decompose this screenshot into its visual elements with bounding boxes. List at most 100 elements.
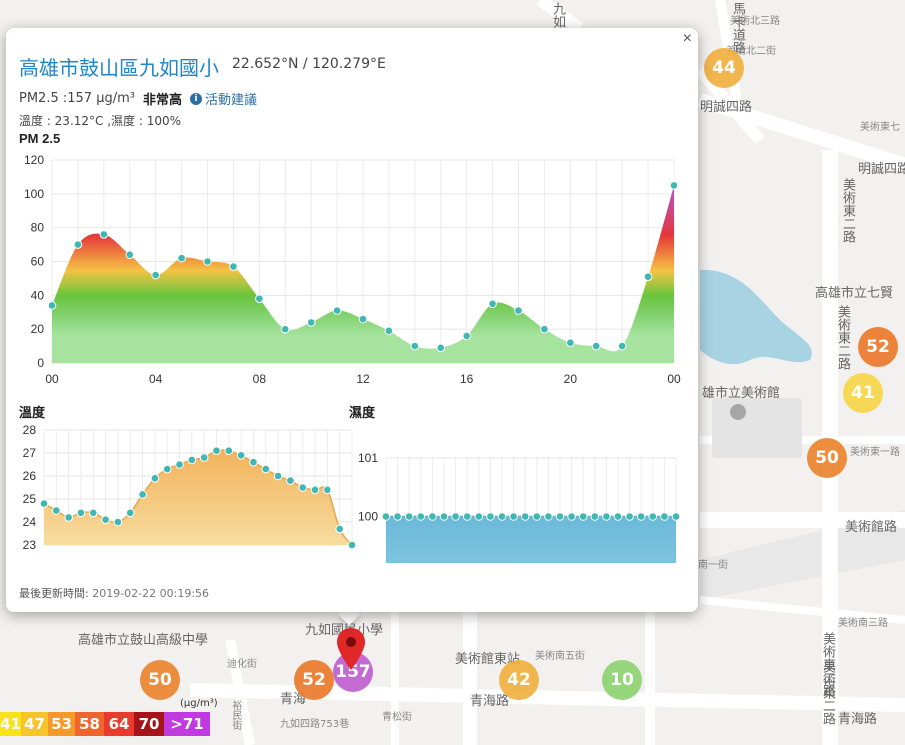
data-point[interactable] bbox=[280, 324, 290, 334]
data-point[interactable] bbox=[567, 512, 576, 521]
data-point[interactable] bbox=[474, 512, 484, 521]
y-tick-label: 25 bbox=[23, 492, 37, 506]
data-point[interactable] bbox=[462, 512, 472, 521]
data-point[interactable] bbox=[175, 460, 184, 469]
data-point[interactable] bbox=[286, 476, 295, 485]
data-point[interactable] bbox=[162, 464, 172, 474]
data-point[interactable] bbox=[462, 331, 471, 341]
station-title[interactable]: 高雄市鼓山區九如國小 bbox=[19, 56, 219, 80]
data-point[interactable] bbox=[669, 181, 679, 190]
data-point[interactable] bbox=[47, 301, 57, 310]
data-point[interactable] bbox=[187, 455, 197, 465]
data-point[interactable] bbox=[273, 471, 283, 481]
data-point[interactable] bbox=[509, 512, 518, 521]
data-point[interactable] bbox=[99, 230, 109, 239]
data-point[interactable] bbox=[261, 464, 271, 474]
close-button[interactable]: × bbox=[682, 30, 692, 47]
aqi-station-marker[interactable]: 52 bbox=[294, 660, 334, 700]
data-point[interactable] bbox=[648, 512, 658, 521]
data-point[interactable] bbox=[643, 272, 653, 282]
data-point[interactable] bbox=[393, 512, 402, 521]
aqi-station-marker[interactable]: 44 bbox=[704, 48, 744, 88]
y-tick-label: 120 bbox=[24, 153, 44, 167]
data-point[interactable] bbox=[335, 524, 344, 534]
aqi-station-marker[interactable]: 42 bbox=[499, 660, 539, 700]
data-point[interactable] bbox=[617, 341, 627, 351]
data-point[interactable] bbox=[451, 512, 460, 521]
data-point[interactable] bbox=[636, 512, 646, 521]
data-point[interactable] bbox=[88, 508, 98, 518]
data-point[interactable] bbox=[332, 306, 342, 315]
data-point[interactable] bbox=[255, 294, 264, 304]
info-icon: i bbox=[189, 92, 202, 105]
data-point[interactable] bbox=[249, 457, 258, 467]
data-point[interactable] bbox=[590, 512, 600, 521]
data-point[interactable] bbox=[52, 506, 61, 515]
data-point[interactable] bbox=[203, 257, 212, 266]
aqi-station-marker[interactable]: 10 bbox=[602, 660, 642, 700]
data-point[interactable] bbox=[347, 540, 357, 550]
data-point[interactable] bbox=[544, 512, 553, 521]
data-point[interactable] bbox=[310, 485, 320, 495]
location-pin-icon[interactable] bbox=[337, 628, 365, 670]
aqi-station-marker[interactable]: 50 bbox=[807, 438, 847, 478]
data-point[interactable] bbox=[410, 341, 420, 351]
data-point[interactable] bbox=[39, 499, 49, 508]
data-point[interactable] bbox=[151, 270, 160, 280]
data-point[interactable] bbox=[113, 517, 123, 527]
data-point[interactable] bbox=[64, 513, 73, 522]
data-point[interactable] bbox=[76, 508, 86, 518]
data-point[interactable] bbox=[436, 343, 446, 353]
data-point[interactable] bbox=[416, 512, 426, 521]
data-point[interactable] bbox=[125, 250, 135, 260]
data-point[interactable] bbox=[591, 341, 601, 351]
data-point[interactable] bbox=[224, 446, 234, 456]
data-point[interactable] bbox=[138, 490, 147, 499]
data-point[interactable] bbox=[212, 446, 221, 456]
data-point[interactable] bbox=[439, 512, 449, 521]
data-point[interactable] bbox=[514, 306, 523, 315]
x-tick-label: 08 bbox=[253, 372, 267, 386]
data-point[interactable] bbox=[177, 253, 186, 263]
data-point[interactable] bbox=[555, 512, 565, 521]
data-point[interactable] bbox=[381, 512, 391, 521]
data-point[interactable] bbox=[602, 512, 611, 521]
data-point[interactable] bbox=[101, 515, 110, 524]
data-point[interactable] bbox=[384, 326, 394, 336]
y-tick-label: 100 bbox=[24, 187, 44, 201]
data-point[interactable] bbox=[306, 318, 316, 327]
data-point[interactable] bbox=[486, 512, 495, 521]
data-point[interactable] bbox=[671, 512, 681, 521]
data-point[interactable] bbox=[520, 512, 530, 521]
data-point[interactable] bbox=[497, 512, 507, 521]
data-point[interactable] bbox=[323, 485, 332, 495]
data-point[interactable] bbox=[150, 474, 160, 483]
data-point[interactable] bbox=[660, 512, 669, 521]
x-tick-label: 20 bbox=[564, 372, 578, 386]
legend-segment: 58 bbox=[75, 712, 104, 736]
data-point[interactable] bbox=[566, 338, 575, 347]
aqi-station-marker[interactable]: 50 bbox=[140, 660, 180, 700]
data-point[interactable] bbox=[125, 508, 135, 518]
data-point[interactable] bbox=[404, 512, 414, 521]
aqi-station-marker[interactable]: 52 bbox=[858, 327, 898, 367]
x-tick-label: 00 bbox=[45, 372, 59, 386]
data-point[interactable] bbox=[199, 453, 209, 462]
data-point[interactable] bbox=[428, 512, 437, 521]
data-point[interactable] bbox=[73, 240, 83, 249]
data-point[interactable] bbox=[229, 262, 238, 271]
data-point[interactable] bbox=[358, 314, 368, 324]
data-point[interactable] bbox=[488, 299, 497, 309]
data-point[interactable] bbox=[540, 324, 549, 334]
y-tick-label: 26 bbox=[23, 469, 37, 483]
data-point[interactable] bbox=[236, 451, 246, 460]
data-point[interactable] bbox=[613, 512, 623, 521]
y-tick-label: 23 bbox=[23, 538, 37, 552]
data-point[interactable] bbox=[532, 512, 542, 521]
map-street-label: 明誠四路 bbox=[700, 100, 753, 115]
data-point[interactable] bbox=[625, 512, 634, 521]
data-point[interactable] bbox=[298, 483, 308, 492]
data-point[interactable] bbox=[578, 512, 588, 521]
aqi-station-marker[interactable]: 41 bbox=[843, 373, 883, 413]
activity-link[interactable]: i 活動建議 bbox=[189, 89, 257, 108]
